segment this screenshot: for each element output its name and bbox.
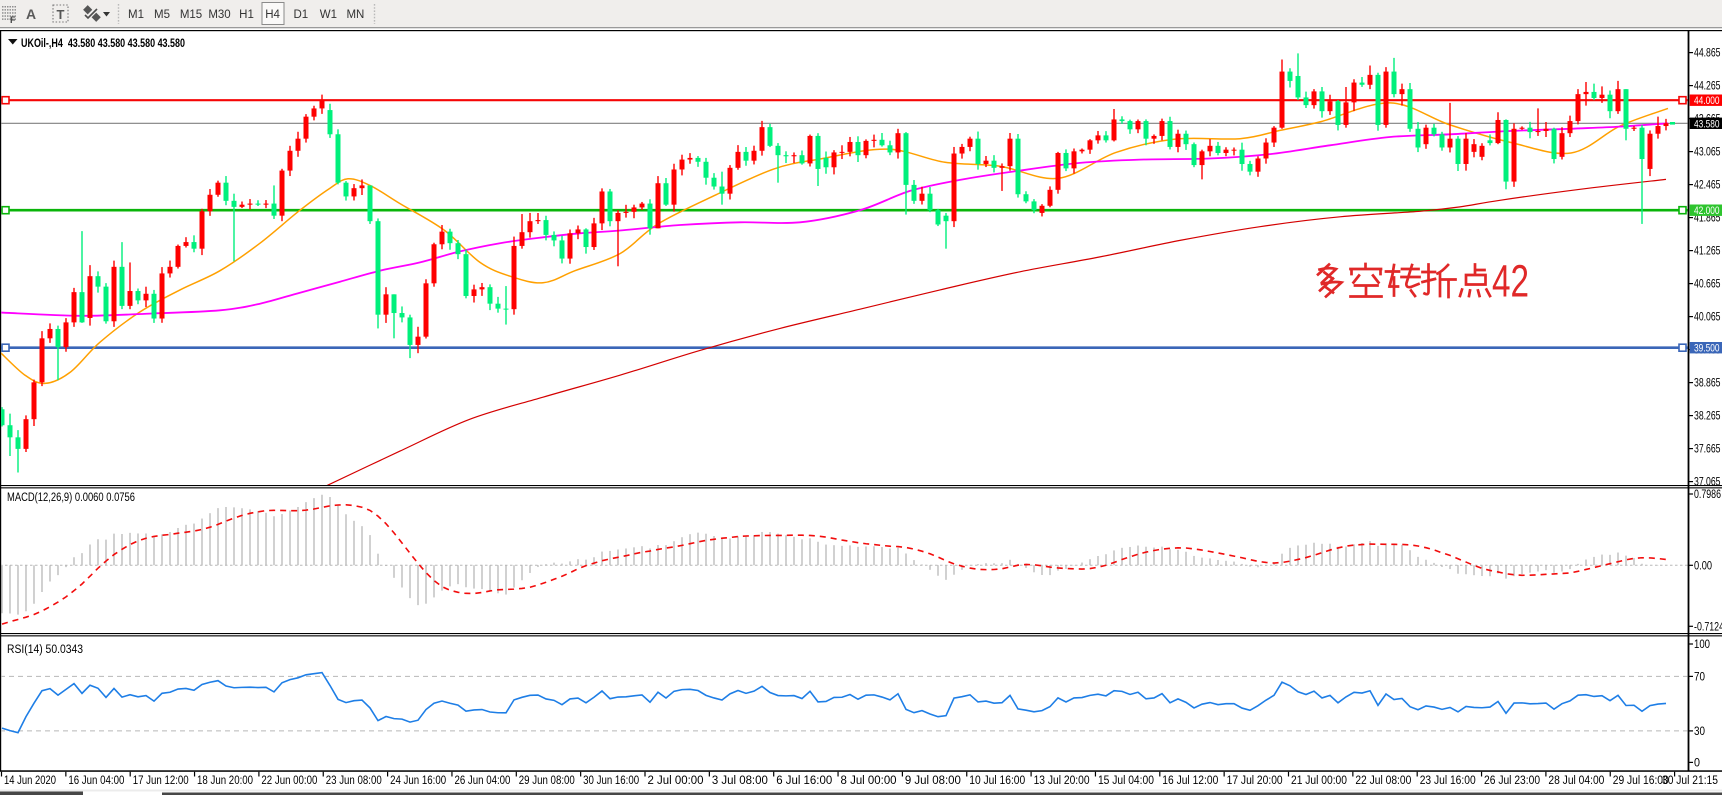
svg-text:42.465: 42.465 — [1694, 180, 1721, 192]
svg-text:100: 100 — [1694, 639, 1710, 651]
svg-text:23 Jun 08:00: 23 Jun 08:00 — [326, 775, 382, 787]
svg-text:39.500: 39.500 — [1694, 343, 1720, 355]
svg-text:26 Jun 04:00: 26 Jun 04:00 — [454, 775, 510, 787]
svg-text:70: 70 — [1694, 671, 1705, 683]
svg-text:F: F — [10, 15, 16, 25]
svg-text:16 Jun 04:00: 16 Jun 04:00 — [68, 775, 124, 787]
svg-text:43.580: 43.580 — [1694, 118, 1720, 130]
svg-text:24 Jun 16:00: 24 Jun 16:00 — [390, 775, 446, 787]
svg-text:30 Jun 16:00: 30 Jun 16:00 — [583, 775, 639, 787]
svg-text:14 Jun 2020: 14 Jun 2020 — [4, 775, 56, 787]
svg-text:17 Jul 20:00: 17 Jul 20:00 — [1227, 775, 1283, 787]
svg-text:18 Jun 20:00: 18 Jun 20:00 — [197, 775, 253, 787]
svg-text:M30: M30 — [208, 9, 230, 21]
svg-text:30 Jul 21:15: 30 Jul 21:15 — [1662, 775, 1718, 787]
svg-text:29 Jun 08:00: 29 Jun 08:00 — [519, 775, 575, 787]
svg-text:28 Jul 04:00: 28 Jul 04:00 — [1548, 775, 1604, 787]
svg-text:37.065: 37.065 — [1694, 477, 1721, 489]
svg-text:40.065: 40.065 — [1694, 312, 1721, 324]
svg-text:16 Jul 12:00: 16 Jul 12:00 — [1162, 775, 1218, 787]
svg-text:22 Jul 08:00: 22 Jul 08:00 — [1355, 775, 1411, 787]
svg-text:22 Jun 00:00: 22 Jun 00:00 — [261, 775, 317, 787]
svg-text:43.065: 43.065 — [1694, 147, 1721, 159]
svg-text:26 Jul 23:00: 26 Jul 23:00 — [1484, 775, 1540, 787]
svg-text:M15: M15 — [180, 9, 202, 21]
svg-text:M1: M1 — [128, 9, 144, 21]
svg-text:42: 42 — [1492, 256, 1529, 307]
svg-text:29 Jul 16:00: 29 Jul 16:00 — [1613, 775, 1669, 787]
svg-text:RSI(14) 50.0343: RSI(14) 50.0343 — [7, 644, 83, 656]
svg-text:44.000: 44.000 — [1694, 95, 1720, 107]
svg-text:38.265: 38.265 — [1694, 411, 1721, 423]
svg-text:H1: H1 — [239, 9, 254, 21]
svg-text:37.665: 37.665 — [1694, 444, 1721, 456]
svg-text:44.265: 44.265 — [1694, 81, 1721, 93]
svg-text:44.865: 44.865 — [1694, 48, 1721, 60]
svg-text:38.865: 38.865 — [1694, 378, 1721, 390]
svg-text:15 Jul 04:00: 15 Jul 04:00 — [1098, 775, 1154, 787]
svg-text:-0.7124: -0.7124 — [1694, 621, 1722, 633]
svg-text:41.265: 41.265 — [1694, 246, 1721, 258]
svg-text:2 Jul 00:00: 2 Jul 00:00 — [648, 775, 704, 787]
svg-text:0.00: 0.00 — [1694, 560, 1712, 572]
svg-text:30: 30 — [1694, 726, 1705, 738]
svg-text:T: T — [57, 7, 65, 22]
svg-text:D1: D1 — [293, 9, 308, 21]
svg-text:13 Jul 20:00: 13 Jul 20:00 — [1034, 775, 1090, 787]
svg-text:10 Jul 16:00: 10 Jul 16:00 — [969, 775, 1025, 787]
svg-text:40.665: 40.665 — [1694, 279, 1721, 291]
svg-text:H4: H4 — [265, 9, 280, 21]
svg-text:9 Jul 08:00: 9 Jul 08:00 — [905, 775, 961, 787]
svg-text:0: 0 — [1694, 757, 1700, 769]
svg-text:MACD(12,26,9) 0.0060 0.0756: MACD(12,26,9) 0.0060 0.0756 — [7, 492, 135, 504]
svg-text:UKOil-,H4 43.580 43.580 43.58: UKOil-,H4 43.580 43.580 43.580 43.580 — [21, 36, 185, 50]
svg-text:MN: MN — [346, 9, 364, 21]
svg-text:17 Jun 12:00: 17 Jun 12:00 — [133, 775, 189, 787]
svg-text:M5: M5 — [154, 9, 170, 21]
svg-text:42.000: 42.000 — [1694, 205, 1720, 217]
svg-text:W1: W1 — [320, 9, 337, 21]
svg-text:A: A — [26, 6, 36, 22]
svg-text:3 Jul 08:00: 3 Jul 08:00 — [712, 775, 768, 787]
svg-text:23 Jul 16:00: 23 Jul 16:00 — [1420, 775, 1476, 787]
svg-text:0.7986: 0.7986 — [1694, 489, 1721, 501]
svg-text:21 Jul 00:00: 21 Jul 00:00 — [1291, 775, 1347, 787]
svg-text:6 Jul 16:00: 6 Jul 16:00 — [776, 775, 832, 787]
svg-text:8 Jul 00:00: 8 Jul 00:00 — [841, 775, 897, 787]
